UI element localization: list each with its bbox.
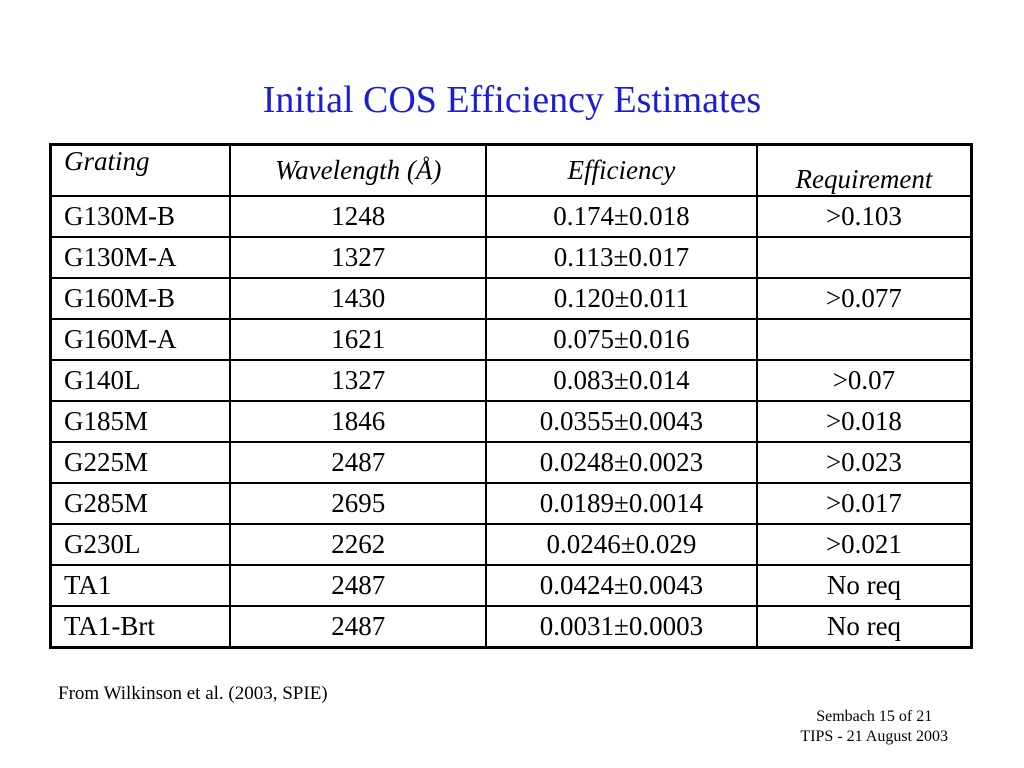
cell-requirement — [755, 318, 973, 361]
table-row: G285M 2695 0.0189±0.0014 >0.017 — [49, 482, 973, 525]
slide-title: Initial COS Efficiency Estimates — [262, 79, 762, 121]
cell-efficiency: 0.113±0.017 — [485, 236, 758, 279]
cell-requirement: No req — [755, 564, 973, 607]
cell-wavelength: 1621 — [229, 318, 488, 361]
cell-wavelength: 2695 — [229, 482, 488, 525]
cell-grating: G230L — [49, 523, 232, 566]
source-note: From Wilkinson et al. (2003, SPIE) — [58, 683, 328, 704]
footer-event-date: TIPS - 21 August 2003 — [800, 728, 948, 745]
cell-efficiency: 0.0189±0.0014 — [485, 482, 758, 525]
cell-wavelength: 1248 — [229, 195, 488, 238]
cell-grating: G225M — [49, 441, 232, 484]
table-row: TA1 2487 0.0424±0.0043 No req — [49, 564, 973, 607]
cell-requirement: >0.021 — [755, 523, 973, 566]
cell-efficiency: 0.174±0.018 — [485, 195, 758, 238]
table-row: TA1-Brt 2487 0.0031±0.0003 No req — [49, 605, 973, 649]
cell-efficiency: 0.0248±0.0023 — [485, 441, 758, 484]
cell-requirement: >0.023 — [755, 441, 973, 484]
table-body: G130M-B 1248 0.174±0.018 >0.103 G130M-A 1327 0… — [49, 195, 973, 649]
table-row: G160M-B 1430 0.120±0.011 >0.077 — [49, 277, 973, 320]
cell-grating: G140L — [49, 359, 232, 402]
cell-efficiency: 0.0355±0.0043 — [485, 400, 758, 443]
cell-wavelength: 1327 — [229, 236, 488, 279]
cell-efficiency: 0.075±0.016 — [485, 318, 758, 361]
cell-wavelength: 2487 — [229, 441, 488, 484]
cell-wavelength: 1846 — [229, 400, 488, 443]
cell-grating: G185M — [49, 400, 232, 443]
table-row: G140L 1327 0.083±0.014 >0.07 — [49, 359, 973, 402]
cell-wavelength: 2262 — [229, 523, 488, 566]
cell-wavelength: 1327 — [229, 359, 488, 402]
cell-efficiency: 0.0031±0.0003 — [485, 605, 758, 649]
header-efficiency: Efficiency — [485, 143, 758, 197]
cell-requirement: >0.017 — [755, 482, 973, 525]
header-wavelength: Wavelength (Å) — [229, 143, 488, 197]
cell-requirement: >0.103 — [755, 195, 973, 238]
header-requirement: Requirement — [755, 143, 973, 197]
cell-requirement — [755, 236, 973, 279]
cell-wavelength: 2487 — [229, 564, 488, 607]
cell-efficiency: 0.083±0.014 — [485, 359, 758, 402]
table-row: G160M-A 1621 0.075±0.016 — [49, 318, 973, 361]
cell-grating: G285M — [49, 482, 232, 525]
cell-wavelength: 2487 — [229, 605, 488, 649]
table-row: G130M-B 1248 0.174±0.018 >0.103 — [49, 195, 973, 238]
table-row: G185M 1846 0.0355±0.0043 >0.018 — [49, 400, 973, 443]
cell-requirement: No req — [755, 605, 973, 649]
cell-efficiency: 0.120±0.011 — [485, 277, 758, 320]
cell-grating: TA1-Brt — [49, 605, 232, 649]
cell-efficiency: 0.0246±0.029 — [485, 523, 758, 566]
footer-slide-number: Sembach 15 of 21 — [816, 708, 933, 725]
table-header-row: Grating Wavelength (Å) Efficiency Requir… — [49, 143, 973, 197]
table-row: G230L 2262 0.0246±0.029 >0.021 — [49, 523, 973, 566]
table-row: G130M-A 1327 0.113±0.017 — [49, 236, 973, 279]
cell-grating: G130M-A — [49, 236, 232, 279]
cell-requirement: >0.077 — [755, 277, 973, 320]
cell-grating: G160M-B — [49, 277, 232, 320]
cell-grating: G130M-B — [49, 195, 232, 238]
cell-grating: TA1 — [49, 564, 232, 607]
slide-footer: Sembach 15 of 21 TIPS - 21 August 2003 — [800, 707, 948, 747]
table-row: G225M 2487 0.0248±0.0023 >0.023 — [49, 441, 973, 484]
efficiency-table: Grating Wavelength (Å) Efficiency Requir… — [49, 143, 973, 649]
cell-requirement: >0.07 — [755, 359, 973, 402]
header-grating: Grating — [49, 143, 232, 197]
cell-wavelength: 1430 — [229, 277, 488, 320]
cell-grating: G160M-A — [49, 318, 232, 361]
cell-efficiency: 0.0424±0.0043 — [485, 564, 758, 607]
cell-requirement: >0.018 — [755, 400, 973, 443]
